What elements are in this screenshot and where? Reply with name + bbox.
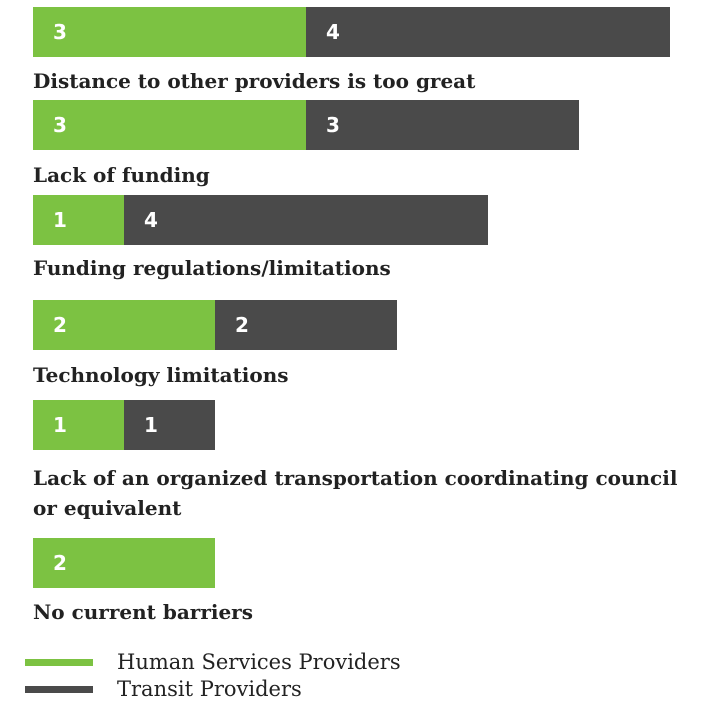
category-label: Technology limitations bbox=[33, 363, 289, 387]
category-label: Lack of funding bbox=[33, 163, 210, 187]
bar-segment bbox=[124, 195, 488, 245]
data-label: 2 bbox=[53, 313, 67, 337]
category-label: Lack of an organized transportation coor… bbox=[33, 466, 678, 520]
bar-segment bbox=[124, 400, 215, 450]
bar-segment bbox=[33, 7, 306, 57]
bar-segment bbox=[33, 100, 306, 150]
data-label: 4 bbox=[144, 208, 158, 232]
category-label: No current barriers bbox=[33, 600, 253, 624]
data-label: 2 bbox=[53, 551, 67, 575]
legend-swatch bbox=[25, 659, 93, 666]
data-label: 4 bbox=[326, 20, 340, 44]
legend-label: Transit Providers bbox=[117, 677, 302, 701]
bar-segment bbox=[33, 400, 124, 450]
data-label: 2 bbox=[235, 313, 249, 337]
legend-label: Human Services Providers bbox=[117, 650, 401, 674]
bar-segment bbox=[306, 100, 579, 150]
bar-segment bbox=[215, 300, 397, 350]
category-label: Funding regulations/limitations bbox=[33, 256, 391, 280]
legend-swatch bbox=[25, 686, 93, 693]
data-label: 3 bbox=[53, 113, 67, 137]
data-label: 3 bbox=[326, 113, 340, 137]
data-label: 3 bbox=[53, 20, 67, 44]
category-label: Distance to other providers is too great bbox=[33, 69, 476, 93]
data-label: 1 bbox=[53, 208, 67, 232]
bar-segment bbox=[33, 300, 215, 350]
data-label: 1 bbox=[144, 413, 158, 437]
bar-segment bbox=[33, 538, 215, 588]
bar-segment bbox=[306, 7, 670, 57]
data-label: 1 bbox=[53, 413, 67, 437]
bar-segment bbox=[33, 195, 124, 245]
